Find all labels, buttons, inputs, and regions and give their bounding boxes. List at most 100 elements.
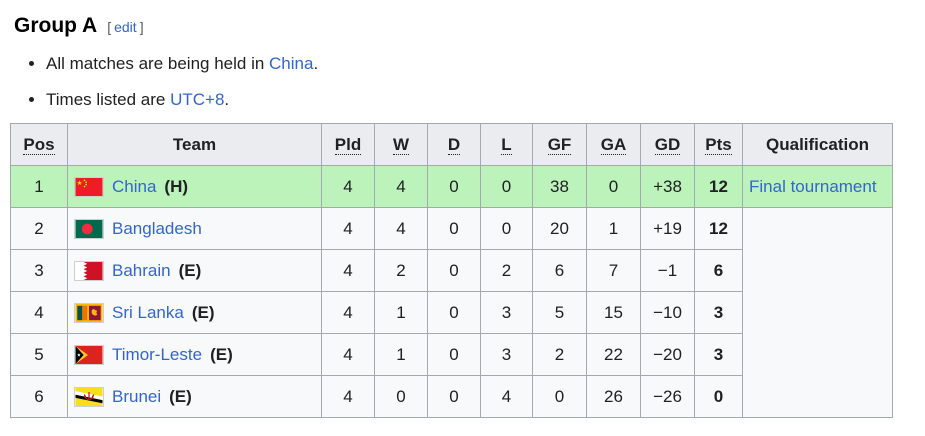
header-w: W	[374, 123, 428, 167]
l-cell: 3	[480, 291, 533, 335]
team-link-timor-leste[interactable]: Timor-Leste	[112, 344, 203, 364]
l-cell: 2	[480, 249, 533, 293]
header-row: Pos Team Pld W D L GF GA GD Pts Qualific…	[10, 123, 893, 167]
host-marker: (H)	[164, 176, 189, 196]
header-pts-label: Pts	[705, 134, 732, 155]
qualification-cell: Final tournament	[742, 165, 893, 209]
team-link-bangladesh[interactable]: Bangladesh	[112, 218, 202, 238]
pts-cell: 12	[694, 207, 743, 251]
edit-link[interactable]: edit	[114, 19, 137, 35]
qualification-empty-cell	[742, 207, 893, 419]
utc8-link[interactable]: UTC+8	[170, 89, 225, 109]
note-text: All matches are being held in	[46, 54, 270, 73]
l-cell: 0	[480, 207, 533, 251]
ga-cell: 26	[586, 375, 641, 419]
ga-cell: 0	[586, 165, 641, 209]
header-pld: Pld	[321, 123, 375, 167]
pts-cell: 12	[694, 165, 743, 209]
gd-cell: −1	[640, 249, 695, 293]
edit-bracket-close: ]	[139, 19, 144, 35]
brunei-flag-icon	[74, 386, 104, 407]
w-cell: 4	[374, 207, 428, 251]
gd-cell: +19	[640, 207, 695, 251]
timor-leste-flag-icon	[74, 344, 104, 365]
notes-list: All matches are being held in China. Tim…	[12, 52, 925, 112]
note-text: Times listed are	[46, 89, 171, 109]
header-pts: Pts	[694, 123, 743, 167]
header-ga-label: GA	[600, 134, 627, 155]
table-row-bahrain: 3 Bahrain (E) 4 2 0 2 6 7	[10, 249, 893, 293]
w-cell: 4	[374, 165, 428, 209]
team-link-sri-lanka[interactable]: Sri Lanka	[112, 302, 184, 322]
pts-cell: 0	[694, 375, 743, 419]
w-cell: 1	[374, 333, 428, 377]
pos-cell: 1	[10, 165, 68, 209]
final-tournament-link[interactable]: Final tournament	[749, 176, 877, 196]
edit-section: [edit]	[107, 19, 143, 35]
team-cell: Bangladesh	[67, 207, 322, 251]
pos-cell: 2	[10, 207, 68, 251]
team-link-brunei[interactable]: Brunei	[112, 386, 162, 406]
ga-cell: 7	[586, 249, 641, 293]
pld-cell: 4	[321, 165, 375, 209]
d-cell: 0	[427, 375, 481, 419]
team-cell: Bahrain (E)	[67, 249, 322, 293]
header-qualification: Qualification	[742, 123, 893, 167]
pts-cell: 6	[694, 249, 743, 293]
l-cell: 4	[480, 375, 533, 419]
d-cell: 0	[427, 333, 481, 377]
team-cell: Sri Lanka (E)	[67, 291, 322, 335]
header-pos: Pos	[10, 123, 68, 167]
ga-cell: 1	[586, 207, 641, 251]
team-cell: China (H)	[67, 165, 322, 209]
team-link-bahrain[interactable]: Bahrain	[112, 260, 171, 280]
d-cell: 0	[427, 291, 481, 335]
pos-cell: 3	[10, 249, 68, 293]
w-cell: 2	[374, 249, 428, 293]
gf-cell: 0	[532, 375, 587, 419]
header-gd-label: GD	[654, 134, 681, 155]
header-qualification-label: Qualification	[766, 134, 869, 154]
status-marker: (E)	[178, 260, 202, 280]
w-cell: 0	[374, 375, 428, 419]
gf-cell: 38	[532, 165, 587, 209]
china-flag-icon	[74, 176, 104, 197]
note-timezone: Times listed are UTC+8.	[46, 88, 925, 113]
header-pos-label: Pos	[23, 134, 55, 155]
gf-cell: 6	[532, 249, 587, 293]
team-cell: Brunei (E)	[67, 375, 322, 419]
gf-cell: 2	[532, 333, 587, 377]
page-title: Group A	[14, 14, 98, 37]
section-heading: Group A [edit]	[14, 14, 925, 38]
header-d-label: D	[447, 134, 461, 155]
bahrain-flag-icon	[74, 260, 104, 281]
edit-bracket-open: [	[107, 19, 112, 35]
gd-cell: −10	[640, 291, 695, 335]
page: Group A [edit] All matches are being hel…	[0, 0, 925, 418]
note-text: .	[224, 89, 230, 109]
pld-cell: 4	[321, 375, 375, 419]
pld-cell: 4	[321, 249, 375, 293]
gf-cell: 20	[532, 207, 587, 251]
header-d: D	[427, 123, 481, 167]
l-cell: 0	[480, 165, 533, 209]
pts-cell: 3	[694, 333, 743, 377]
ga-cell: 15	[586, 291, 641, 335]
header-l: L	[480, 123, 533, 167]
gd-cell: +38	[640, 165, 695, 209]
header-l-label: L	[501, 134, 512, 155]
note-text: .	[313, 54, 319, 73]
note-matches-location: All matches are being held in China.	[46, 52, 925, 77]
china-link[interactable]: China	[269, 54, 314, 73]
pld-cell: 4	[321, 333, 375, 377]
table-row-bangladesh: 2 Bangladesh 4 4 0 0 20 1	[10, 207, 893, 419]
table-row-brunei: 6	[10, 375, 893, 419]
gd-cell: −20	[640, 333, 695, 377]
sri-lanka-flag-icon	[74, 302, 104, 323]
team-link-china[interactable]: China	[112, 176, 157, 196]
pos-cell: 5	[10, 333, 68, 377]
header-pld-label: Pld	[334, 134, 362, 155]
ga-cell: 22	[586, 333, 641, 377]
bangladesh-flag-icon	[74, 218, 104, 239]
status-marker: (E)	[191, 302, 215, 322]
